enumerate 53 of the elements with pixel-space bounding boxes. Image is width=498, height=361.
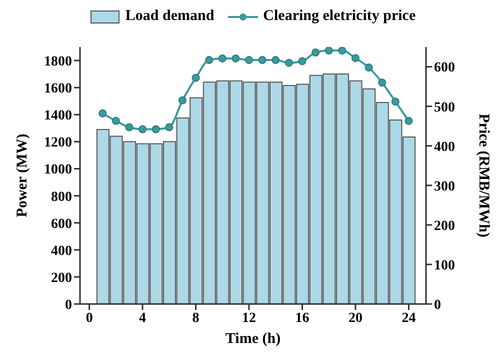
point — [112, 116, 120, 125]
point — [125, 123, 134, 132]
point — [364, 64, 373, 72]
point — [378, 78, 386, 87]
x-tick-label: 24 — [402, 310, 416, 326]
y-tick-label: 0 — [65, 298, 72, 313]
x-tick-label: 20 — [348, 310, 362, 326]
y2-tick-label: 200 — [434, 218, 455, 234]
y-tick-label: 400 — [51, 244, 72, 259]
point — [324, 47, 333, 55]
y-axis-title: Power (MW) — [14, 134, 30, 218]
legend-label: Clearing eletricity price — [263, 8, 416, 25]
point — [351, 54, 360, 62]
legend-label: Load demand — [125, 8, 214, 25]
point — [152, 125, 160, 134]
point — [165, 123, 174, 132]
x-tick-label: 0 — [86, 310, 93, 326]
y-tick-label: 1600 — [44, 82, 72, 97]
point — [272, 56, 280, 64]
y2-tick-label: 100 — [434, 258, 455, 274]
point — [298, 57, 306, 66]
x-tick-label: 12 — [242, 310, 256, 326]
point — [284, 58, 293, 67]
y-tick-label: 1200 — [44, 136, 72, 151]
y2-axis-title: Price (RMB/MWh) — [476, 114, 492, 238]
point — [258, 56, 266, 64]
y2-tick-label: 400 — [434, 140, 455, 155]
point — [245, 56, 254, 64]
point — [232, 54, 240, 62]
point — [138, 125, 147, 134]
y-tick-label: 1800 — [44, 54, 72, 70]
y2-tick-label: 300 — [434, 179, 455, 194]
point — [205, 56, 214, 64]
point — [192, 74, 200, 82]
y-tick-label: 200 — [51, 270, 72, 286]
y-tick-label: 600 — [51, 216, 72, 232]
point — [178, 96, 186, 104]
point — [404, 116, 413, 125]
x-tick-label: 4 — [139, 310, 146, 326]
point — [98, 109, 107, 118]
x-axis-title: Time (h) — [225, 331, 281, 347]
y2-tick-label: 600 — [434, 60, 455, 76]
x-tick-label: 16 — [295, 310, 310, 326]
y-tick-label: 1400 — [44, 108, 72, 124]
y2-tick-label: 500 — [434, 100, 455, 116]
y-tick-label: 1000 — [44, 162, 72, 178]
point — [338, 47, 346, 55]
point — [312, 48, 320, 57]
y2-tick-label: 0 — [434, 298, 441, 313]
y-tick-label: 800 — [51, 190, 72, 205]
point — [218, 54, 226, 62]
point — [391, 98, 400, 106]
x-tick-label: 8 — [192, 310, 200, 326]
